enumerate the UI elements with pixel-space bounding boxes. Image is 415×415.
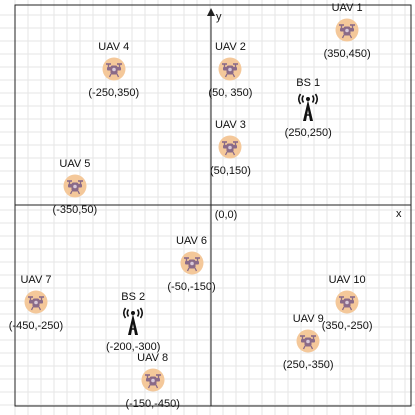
uav-coord-label: (50, 350) bbox=[208, 86, 253, 99]
drone-icon bbox=[218, 57, 242, 81]
drone-icon bbox=[218, 135, 242, 159]
uav-coord-label: (-350,50) bbox=[52, 203, 98, 216]
uav-coord-label: (-450,-250) bbox=[8, 320, 64, 333]
uav-name-label: UAV 2 bbox=[214, 40, 246, 53]
axes bbox=[14, 4, 412, 407]
drone-icon bbox=[180, 251, 204, 275]
drone-icon bbox=[102, 57, 126, 81]
y-axis-arrow bbox=[207, 8, 215, 16]
uav-name-label: UAV 1 bbox=[331, 1, 363, 14]
radio-tower-icon bbox=[298, 93, 319, 121]
uav-name-label: UAV 3 bbox=[214, 118, 246, 131]
uav-name-label: UAV 8 bbox=[137, 352, 169, 364]
base-station-name-label: BS 1 bbox=[296, 76, 321, 89]
drone-icon bbox=[335, 18, 359, 42]
radio-tower-icon bbox=[123, 307, 144, 335]
uav-coord-label: (250,-350) bbox=[282, 359, 334, 372]
uav-name-label: UAV 10 bbox=[328, 274, 366, 287]
uav-name-label: UAV 7 bbox=[20, 274, 52, 287]
uav-coord-label: (-50,-150) bbox=[167, 281, 216, 294]
base-station-coord-label: (250,250) bbox=[284, 126, 332, 139]
uav-name-label: UAV 6 bbox=[176, 235, 208, 248]
drone-icon bbox=[141, 368, 165, 392]
base-station-name-label: BS 2 bbox=[121, 290, 146, 303]
origin-label: (0,0) bbox=[214, 209, 238, 221]
drone-icon bbox=[63, 174, 87, 198]
uav-coord-label: (350,450) bbox=[323, 47, 371, 60]
uav-name-label: UAV 9 bbox=[292, 313, 324, 326]
uav-coord-label: (350,-250) bbox=[321, 320, 373, 333]
uav-name-label: UAV 5 bbox=[59, 157, 91, 170]
y-axis-label: y bbox=[216, 11, 222, 23]
drone-icon bbox=[296, 329, 320, 353]
uav-coord-label: (-150,-450) bbox=[125, 398, 180, 410]
uav-coord-label: (50,150) bbox=[209, 164, 251, 177]
base-station-coord-label: (-200,-300) bbox=[106, 340, 161, 353]
drone-icon bbox=[24, 290, 48, 314]
drone-icon bbox=[335, 290, 359, 314]
x-axis-label: x bbox=[396, 208, 402, 220]
uav-coord-label: (-250,350) bbox=[88, 86, 140, 99]
uav-name-label: UAV 4 bbox=[98, 40, 130, 53]
